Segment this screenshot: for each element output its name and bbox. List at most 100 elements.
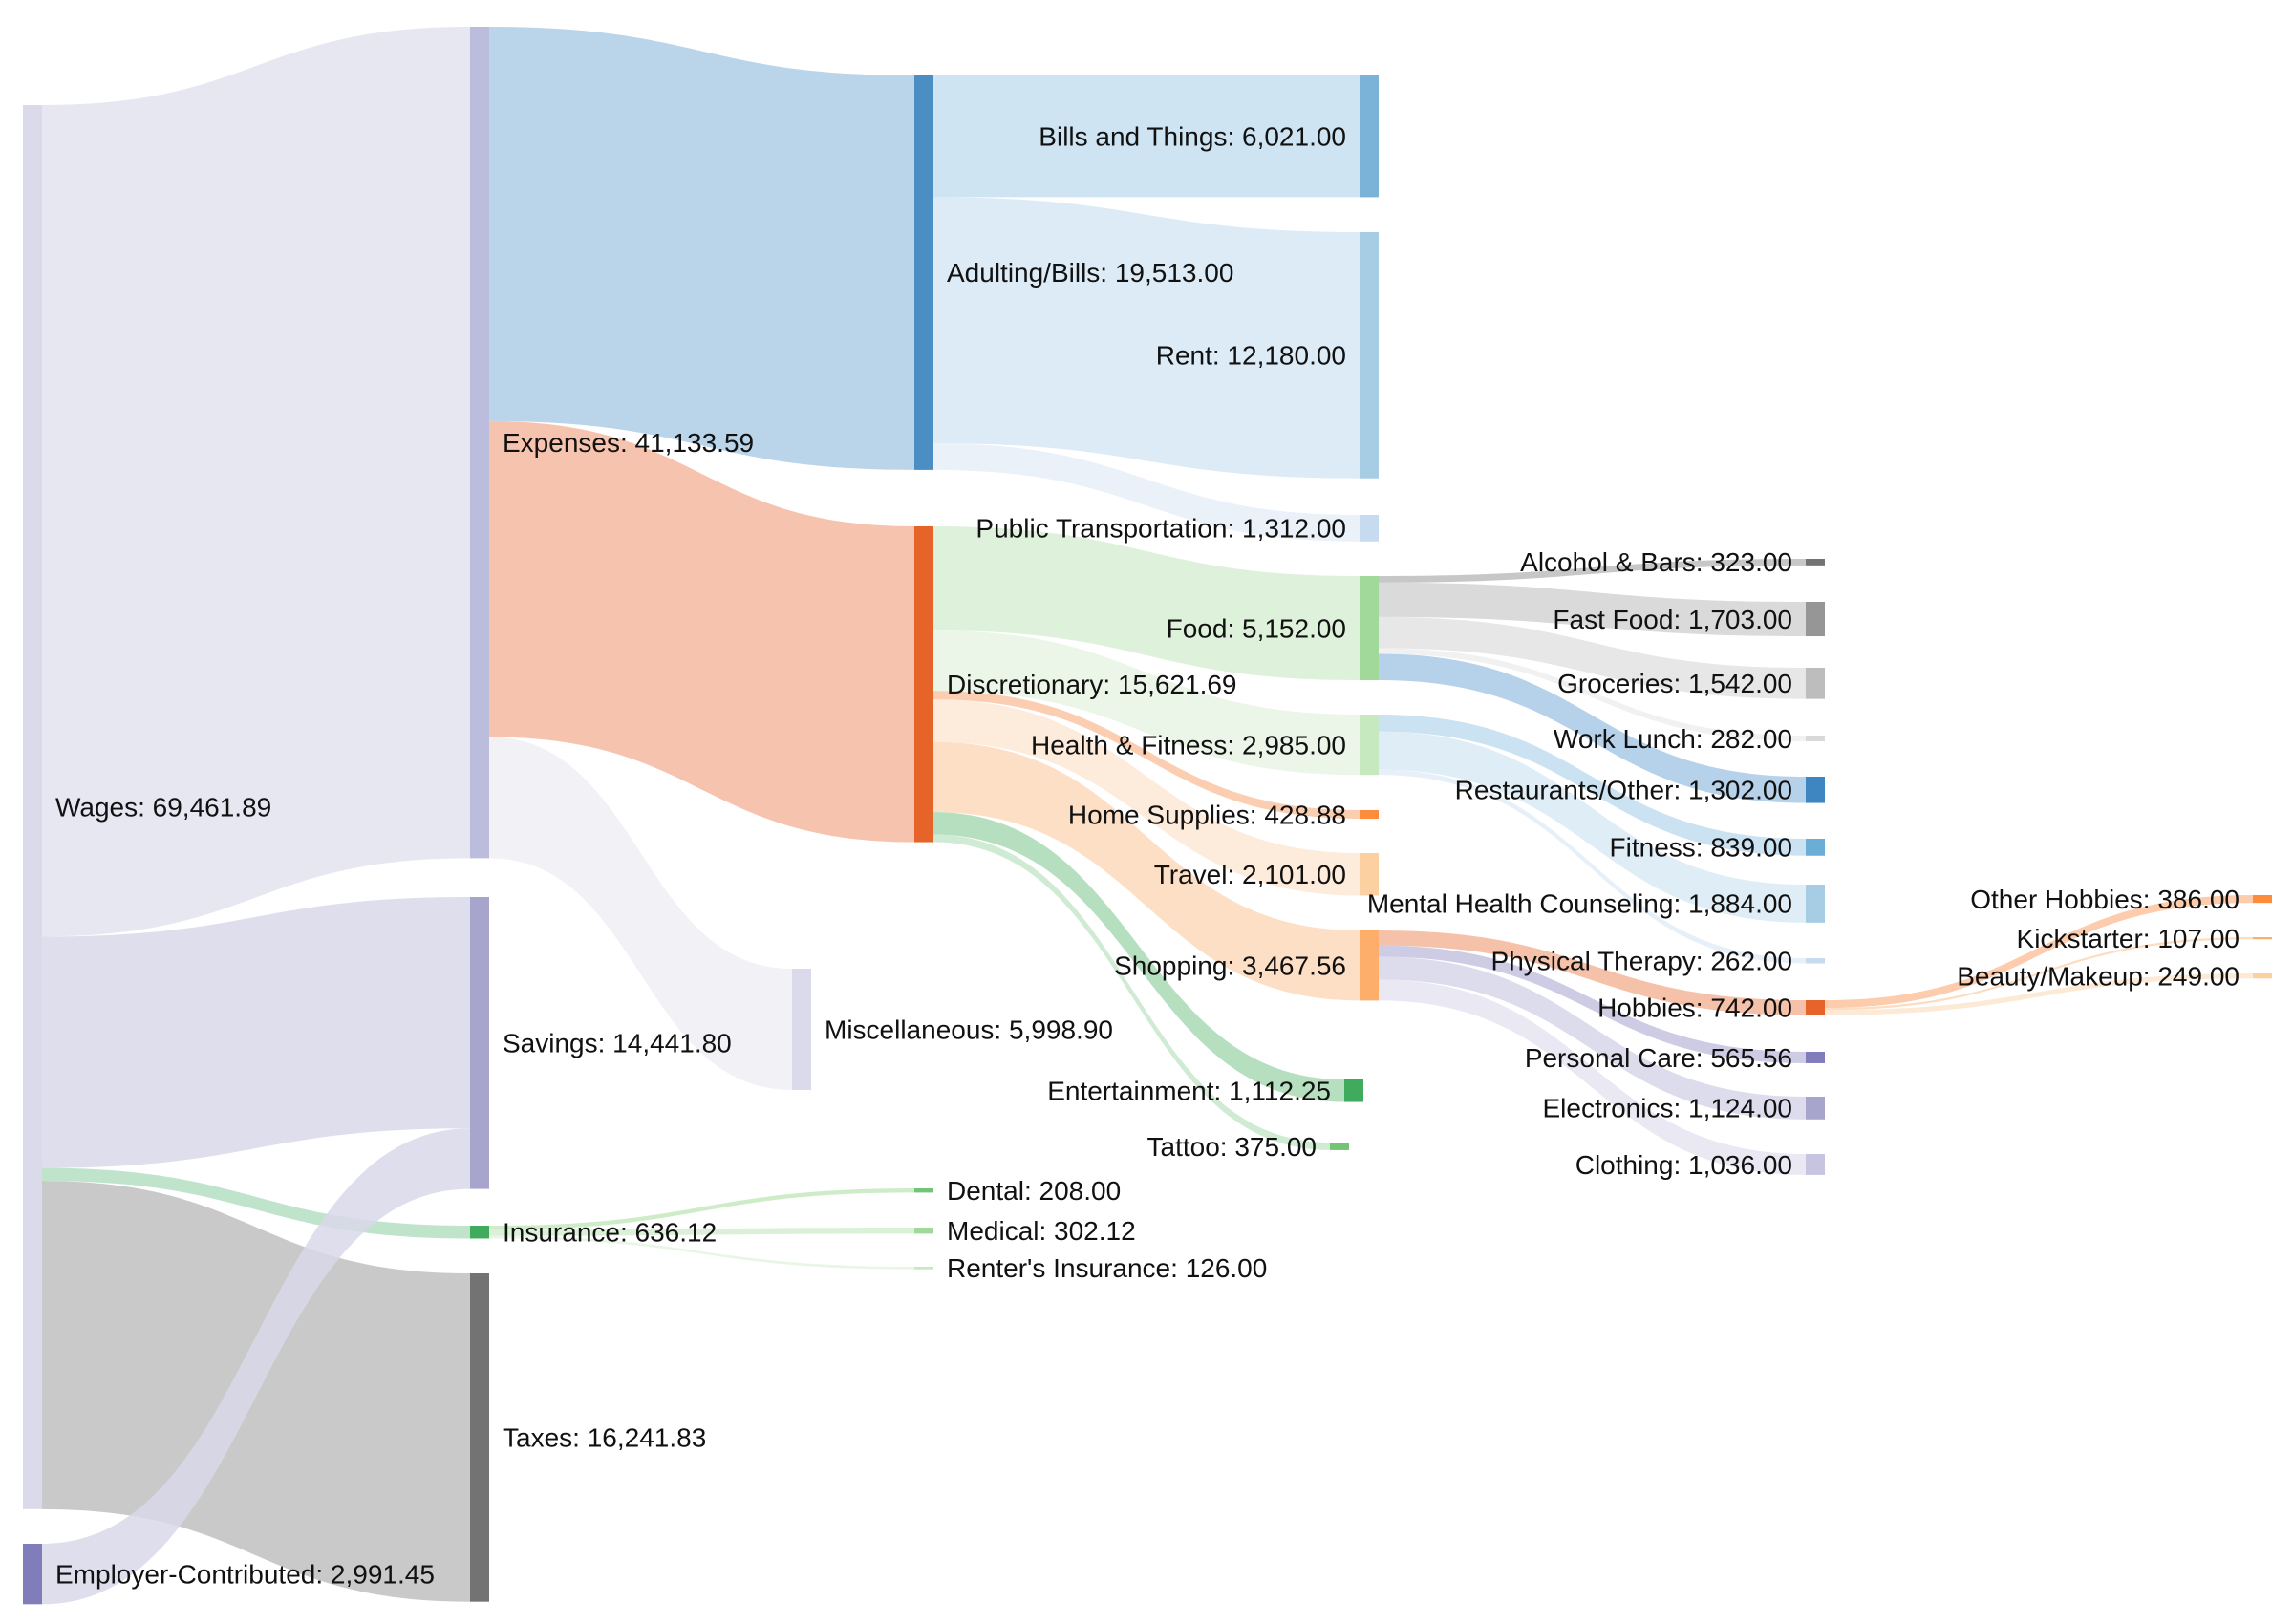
node-wages[interactable] bbox=[23, 105, 42, 1509]
node-label-travel: Travel: 2,101.00 bbox=[1154, 860, 1346, 889]
node-label-medical: Medical: 302.12 bbox=[947, 1216, 1136, 1246]
link-employer-to-savings[interactable] bbox=[42, 1128, 470, 1605]
node-savings[interactable] bbox=[470, 897, 489, 1189]
link-health-to-pt[interactable] bbox=[1379, 769, 1806, 964]
node-label-clothing: Clothing: 1,036.00 bbox=[1575, 1150, 1792, 1180]
node-fast-food[interactable] bbox=[1806, 602, 1825, 637]
node-physical-therapy[interactable] bbox=[1806, 958, 1825, 964]
link-expenses-to-discretionary[interactable] bbox=[489, 420, 914, 843]
link-expenses-to-misc[interactable] bbox=[489, 737, 792, 1090]
node-label-beauty-makeup: Beauty/Makeup: 249.00 bbox=[1957, 961, 2239, 991]
link-wages-to-expenses[interactable] bbox=[42, 27, 470, 937]
node-kickstarter[interactable] bbox=[2253, 937, 2272, 940]
node-label-groceries: Groceries: 1,542.00 bbox=[1557, 669, 1792, 698]
node-fitness[interactable] bbox=[1806, 839, 1825, 856]
link-food-to-groceries[interactable] bbox=[1379, 616, 1806, 699]
node-label-wages: Wages: 69,461.89 bbox=[55, 793, 271, 823]
node-employer-contributed[interactable] bbox=[23, 1544, 42, 1605]
node-beauty-makeup[interactable] bbox=[2253, 973, 2272, 979]
node-label-physical-therapy: Physical Therapy: 262.00 bbox=[1491, 947, 1792, 976]
node-public-transportation[interactable] bbox=[1360, 515, 1379, 542]
node-insurance[interactable] bbox=[470, 1226, 489, 1239]
link-discretionary-to-health[interactable] bbox=[933, 630, 1360, 776]
node-label-restaurants-other: Restaurants/Other: 1,302.00 bbox=[1455, 776, 1792, 805]
node-bills-and-things[interactable] bbox=[1360, 75, 1379, 198]
node-other-hobbies[interactable] bbox=[2253, 895, 2272, 904]
node-label-miscellaneous: Miscellaneous: 5,998.90 bbox=[825, 1015, 1113, 1044]
link-shopping-to-hobbies[interactable] bbox=[1379, 930, 1806, 1015]
link-insurance-to-medical[interactable] bbox=[489, 1228, 914, 1236]
node-home-supplies[interactable] bbox=[1360, 810, 1379, 820]
node-expenses[interactable] bbox=[470, 27, 489, 859]
link-discretionary-to-tattoo[interactable] bbox=[933, 834, 1330, 1150]
node-miscellaneous[interactable] bbox=[792, 969, 811, 1090]
node-label-other-hobbies: Other Hobbies: 386.00 bbox=[1970, 885, 2239, 914]
link-insurance-to-dental[interactable] bbox=[489, 1188, 914, 1230]
node-rent[interactable] bbox=[1360, 232, 1379, 479]
node-dental[interactable] bbox=[914, 1188, 933, 1193]
node-label-hobbies: Hobbies: 742.00 bbox=[1597, 994, 1792, 1023]
node-personal-care[interactable] bbox=[1806, 1052, 1825, 1063]
node-mental-health-counseling[interactable] bbox=[1806, 885, 1825, 923]
node-label-discretionary: Discretionary: 15,621.69 bbox=[947, 670, 1237, 699]
node-entertainment[interactable] bbox=[1344, 1079, 1363, 1102]
link-food-to-fastfood[interactable] bbox=[1379, 582, 1806, 637]
labels-layer: Wages: 69,461.89 Employer-Contributed: 2,… bbox=[55, 122, 2239, 1590]
node-discretionary[interactable] bbox=[914, 526, 933, 843]
link-discretionary-to-travel[interactable] bbox=[933, 699, 1360, 896]
link-food-to-worklunch[interactable] bbox=[1379, 648, 1806, 741]
link-expenses-to-adulting[interactable] bbox=[489, 27, 914, 470]
link-hobbies-to-kickstarter[interactable] bbox=[1825, 937, 2253, 1011]
node-food[interactable] bbox=[1360, 576, 1379, 681]
link-shopping-to-personalcare[interactable] bbox=[1379, 945, 1806, 1063]
node-label-work-lunch: Work Lunch: 282.00 bbox=[1554, 724, 1792, 754]
node-label-health-fitness: Health & Fitness: 2,985.00 bbox=[1031, 730, 1346, 759]
node-tattoo[interactable] bbox=[1330, 1143, 1349, 1150]
node-medical[interactable] bbox=[914, 1228, 933, 1234]
node-work-lunch[interactable] bbox=[1806, 736, 1825, 741]
link-adulting-to-pubtrans[interactable] bbox=[933, 443, 1360, 542]
node-label-kickstarter: Kickstarter: 107.00 bbox=[2017, 924, 2239, 953]
link-health-to-mentalhealth[interactable] bbox=[1379, 731, 1806, 923]
node-hobbies[interactable] bbox=[1806, 1000, 1825, 1015]
link-hobbies-to-otherhobbies[interactable] bbox=[1825, 895, 2253, 1009]
link-discretionary-to-food[interactable] bbox=[933, 526, 1360, 681]
node-label-electronics: Electronics: 1,124.00 bbox=[1543, 1094, 1793, 1123]
node-label-renter-s-insurance: Renter's Insurance: 126.00 bbox=[947, 1253, 1267, 1283]
node-renter-s-insurance[interactable] bbox=[914, 1267, 933, 1270]
link-adulting-to-rent[interactable] bbox=[933, 197, 1360, 479]
node-restaurants-other[interactable] bbox=[1806, 777, 1825, 803]
node-label-entertainment: Entertainment: 1,112.25 bbox=[1047, 1077, 1331, 1106]
node-groceries[interactable] bbox=[1806, 668, 1825, 699]
link-food-to-restaurants[interactable] bbox=[1379, 653, 1806, 803]
node-label-savings: Savings: 14,441.80 bbox=[503, 1029, 732, 1058]
node-adulting-bills[interactable] bbox=[914, 75, 933, 470]
node-label-bills-and-things: Bills and Things: 6,021.00 bbox=[1039, 122, 1346, 152]
link-discretionary-to-homesupplies[interactable] bbox=[933, 691, 1360, 820]
link-food-to-alcohol[interactable] bbox=[1379, 559, 1806, 583]
node-label-mental-health-counseling: Mental Health Counseling: 1,884.00 bbox=[1367, 889, 1792, 919]
link-adulting-to-bills[interactable] bbox=[933, 75, 1360, 198]
node-label-public-transportation: Public Transportation: 1,312.00 bbox=[975, 514, 1346, 544]
link-wages-to-savings[interactable] bbox=[42, 897, 470, 1168]
node-label-shopping: Shopping: 3,467.56 bbox=[1114, 951, 1346, 980]
link-shopping-to-electronics[interactable] bbox=[1379, 956, 1806, 1120]
node-alcohol-bars[interactable] bbox=[1806, 559, 1825, 566]
node-health-fitness[interactable] bbox=[1360, 715, 1379, 776]
node-travel[interactable] bbox=[1360, 853, 1379, 896]
node-electronics[interactable] bbox=[1806, 1097, 1825, 1120]
node-label-home-supplies: Home Supplies: 428.88 bbox=[1068, 800, 1346, 829]
node-label-insurance: Insurance: 636.12 bbox=[503, 1218, 717, 1248]
link-discretionary-to-shopping[interactable] bbox=[933, 741, 1360, 1001]
link-insurance-to-renters[interactable] bbox=[489, 1235, 914, 1270]
node-label-expenses: Expenses: 41,133.59 bbox=[503, 428, 754, 458]
node-taxes[interactable] bbox=[470, 1273, 489, 1602]
node-clothing[interactable] bbox=[1806, 1154, 1825, 1175]
link-discretionary-to-entertainment[interactable] bbox=[933, 812, 1344, 1102]
node-label-employer-contributed: Employer-Contributed: 2,991.45 bbox=[55, 1559, 435, 1589]
link-shopping-to-clothing[interactable] bbox=[1379, 979, 1806, 1175]
link-hobbies-to-beauty[interactable] bbox=[1825, 973, 2253, 1015]
node-shopping[interactable] bbox=[1360, 930, 1379, 1001]
link-health-to-fitness[interactable] bbox=[1379, 715, 1806, 856]
